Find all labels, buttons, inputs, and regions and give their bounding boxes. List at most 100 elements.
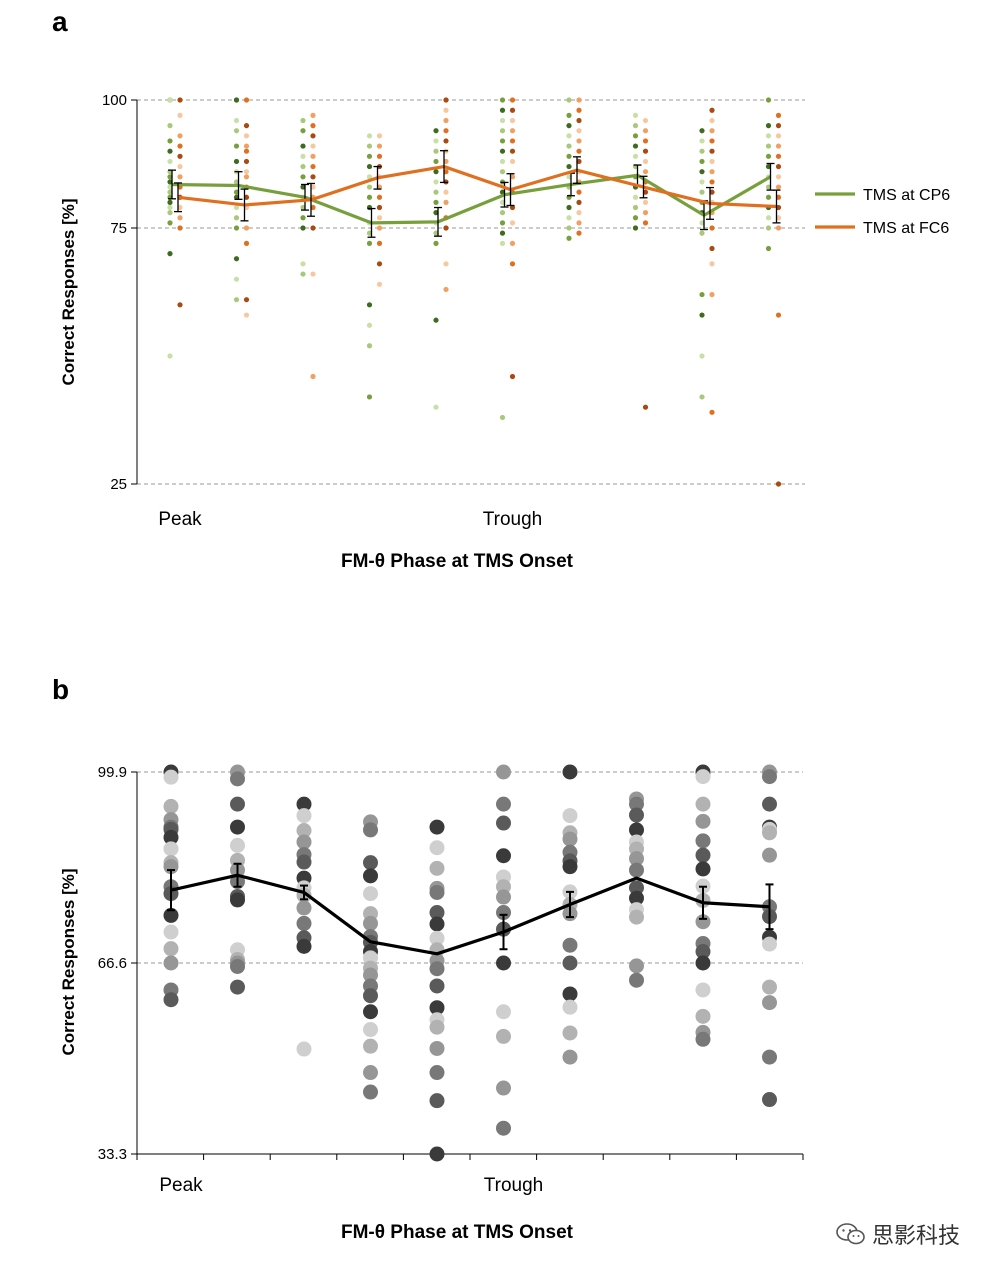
data-point (167, 123, 173, 129)
data-point (499, 220, 506, 226)
data-point (566, 225, 572, 231)
data-point (433, 230, 439, 236)
data-point (699, 291, 705, 298)
data-point (709, 169, 715, 175)
data-point (296, 938, 312, 954)
data-point (499, 240, 506, 246)
data-point (177, 215, 183, 221)
data-point (775, 133, 782, 139)
data-point (243, 97, 250, 103)
data-point (163, 798, 179, 814)
data-point (167, 204, 173, 211)
data-point (509, 220, 516, 226)
data-point (699, 128, 705, 134)
data-point (443, 225, 449, 231)
data-point (642, 169, 649, 175)
data-point (695, 847, 711, 863)
data-point (233, 297, 240, 303)
data-point (300, 117, 306, 124)
data-point (167, 158, 173, 165)
data-point (429, 930, 445, 946)
data-point (699, 189, 705, 195)
data-point (496, 848, 511, 864)
data-point (429, 860, 445, 876)
y-tick-label: 75 (110, 220, 127, 237)
data-point (296, 854, 312, 870)
data-point (366, 174, 373, 180)
data-point (230, 958, 245, 974)
data-point (376, 133, 383, 139)
data-point (629, 909, 644, 925)
data-point (765, 215, 772, 221)
data-point (376, 204, 383, 211)
data-point (642, 189, 649, 195)
data-point (775, 215, 782, 221)
data-point (429, 1040, 445, 1056)
data-point (177, 143, 183, 149)
data-point (709, 179, 715, 185)
data-point (429, 961, 445, 977)
data-point (363, 886, 378, 902)
data-point (230, 892, 245, 908)
data-point (366, 163, 373, 170)
data-point (496, 796, 511, 812)
data-point (629, 851, 644, 867)
series-line (171, 173, 772, 225)
data-point (300, 128, 306, 134)
data-point (775, 204, 782, 211)
data-point (629, 822, 644, 838)
data-point (443, 169, 449, 175)
data-point (233, 143, 240, 149)
data-point (429, 905, 445, 921)
data-point (376, 261, 383, 267)
data-point (167, 184, 173, 190)
data-point (762, 979, 777, 995)
data-point (709, 291, 715, 298)
data-point (233, 97, 240, 103)
data-point (163, 955, 179, 971)
data-point (496, 1080, 511, 1096)
watermark: 思影科技 (836, 1218, 960, 1250)
data-point (762, 995, 777, 1011)
data-point (230, 819, 245, 835)
data-point (632, 194, 639, 200)
data-point (233, 158, 240, 165)
data-point (433, 189, 439, 195)
y-tick-label: 25 (110, 476, 127, 493)
data-point (775, 123, 782, 129)
data-point (443, 158, 449, 165)
data-point (429, 1000, 445, 1016)
data-point (243, 240, 250, 246)
data-point (499, 230, 506, 236)
data-point (576, 199, 582, 205)
data-point (363, 868, 378, 884)
data-point (433, 240, 439, 246)
data-point (433, 128, 439, 134)
data-point (509, 138, 516, 144)
data-point (376, 240, 383, 246)
data-point (632, 153, 639, 159)
data-point (243, 158, 250, 165)
data-point (566, 235, 572, 241)
data-point (576, 97, 582, 103)
data-point (562, 955, 578, 971)
data-point (243, 143, 250, 149)
data-point (762, 769, 777, 785)
data-point (243, 174, 250, 180)
data-point (642, 128, 649, 134)
data-point (566, 97, 572, 103)
data-point (629, 958, 644, 974)
data-point (163, 907, 179, 923)
x-tick-label: Trough (484, 1175, 544, 1196)
data-point (300, 163, 306, 170)
data-point (233, 194, 240, 200)
data-point (167, 210, 173, 216)
data-point (443, 128, 449, 134)
data-point (366, 133, 373, 139)
data-point (762, 847, 777, 863)
data-point (632, 123, 639, 129)
data-point (366, 143, 373, 149)
data-point (429, 840, 445, 856)
data-point (310, 163, 316, 170)
y-axis-label: Correct Responses [%] (59, 868, 78, 1055)
